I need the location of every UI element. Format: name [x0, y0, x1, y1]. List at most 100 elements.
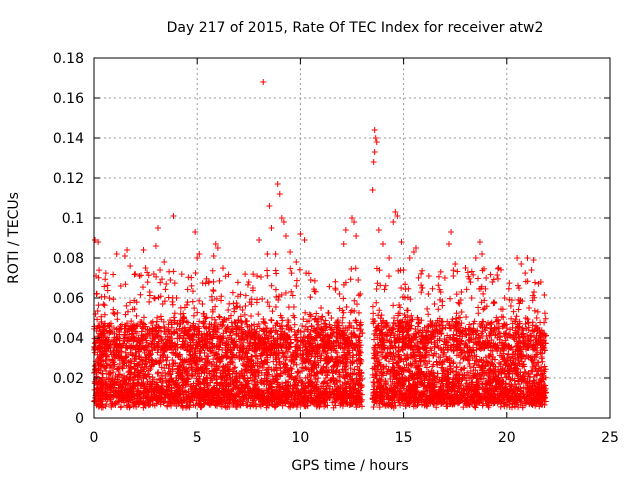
data-point [199, 301, 206, 308]
data-point [279, 380, 286, 387]
data-point [308, 372, 315, 379]
data-point [242, 303, 249, 310]
data-point [209, 267, 216, 274]
data-point [332, 278, 339, 285]
data-point [295, 369, 302, 376]
data-point [293, 361, 300, 368]
data-point [236, 393, 243, 400]
data-point [169, 298, 176, 305]
data-point [189, 288, 196, 295]
data-point [159, 375, 166, 382]
data-point [287, 265, 294, 272]
data-point [102, 270, 109, 277]
data-point [293, 351, 300, 358]
data-point [185, 274, 192, 281]
data-point [137, 291, 144, 298]
data-point [150, 361, 157, 368]
data-point [291, 321, 298, 328]
data-point [326, 283, 333, 290]
data-point [114, 316, 121, 323]
data-point [244, 355, 251, 362]
data-point [355, 381, 362, 388]
data-point [258, 352, 265, 359]
data-point [248, 362, 255, 369]
data-point [227, 349, 234, 356]
data-point [190, 312, 197, 319]
data-point [135, 368, 142, 375]
data-point [308, 336, 315, 343]
data-point [290, 303, 297, 310]
data-point [288, 358, 295, 365]
data-point [171, 280, 178, 287]
data-point [349, 347, 356, 354]
data-point [259, 364, 266, 371]
data-point [171, 310, 178, 317]
data-point [166, 268, 173, 275]
data-point [214, 351, 221, 358]
data-point [106, 295, 113, 302]
data-point [309, 351, 316, 358]
data-point [264, 272, 271, 279]
data-point [216, 313, 223, 320]
data-point [272, 304, 279, 311]
data-point [347, 276, 354, 283]
data-point [342, 355, 349, 362]
data-point [356, 322, 363, 329]
data-point [155, 369, 162, 376]
data-point [242, 383, 249, 390]
data-point [110, 324, 117, 331]
data-point [229, 289, 236, 296]
data-point [140, 368, 147, 375]
data-point [157, 313, 164, 320]
data-point [268, 282, 275, 289]
data-point [140, 320, 147, 327]
data-point [353, 351, 360, 358]
data-point [339, 319, 346, 326]
data-point [354, 363, 361, 370]
data-point [315, 321, 322, 328]
data-point [172, 359, 179, 366]
data-point [293, 282, 300, 289]
data-point [269, 308, 276, 315]
data-point [352, 265, 359, 272]
data-point [173, 326, 180, 333]
data-point [100, 301, 107, 308]
data-point [104, 287, 111, 294]
data-point [162, 377, 169, 384]
data-point [258, 274, 265, 281]
data-point [264, 299, 271, 306]
data-point [496, 359, 503, 366]
data-point [104, 282, 111, 289]
data-point [265, 371, 272, 378]
data-point [242, 292, 249, 299]
data-point [261, 319, 268, 326]
data-point [216, 314, 223, 321]
data-point [244, 281, 251, 288]
data-point [110, 271, 117, 278]
data-points [91, 79, 550, 411]
data-point [101, 283, 108, 290]
data-point [161, 365, 168, 372]
data-point [208, 361, 215, 368]
data-point [310, 371, 317, 378]
data-point [158, 364, 165, 371]
data-point [317, 368, 324, 375]
data-point [256, 401, 263, 408]
data-point [351, 366, 358, 373]
data-point [226, 332, 233, 339]
data-point [192, 270, 199, 277]
data-point [520, 361, 527, 368]
data-point [270, 358, 277, 365]
data-point [96, 348, 103, 355]
data-point [376, 404, 383, 411]
data-point [220, 387, 227, 394]
data-point [234, 279, 241, 286]
data-point [154, 332, 161, 339]
data-point [255, 311, 262, 318]
data-point [353, 376, 360, 383]
data-point [131, 271, 138, 278]
data-point [210, 356, 217, 363]
data-point [287, 399, 294, 406]
data-point [276, 358, 283, 365]
data-point [177, 304, 184, 311]
